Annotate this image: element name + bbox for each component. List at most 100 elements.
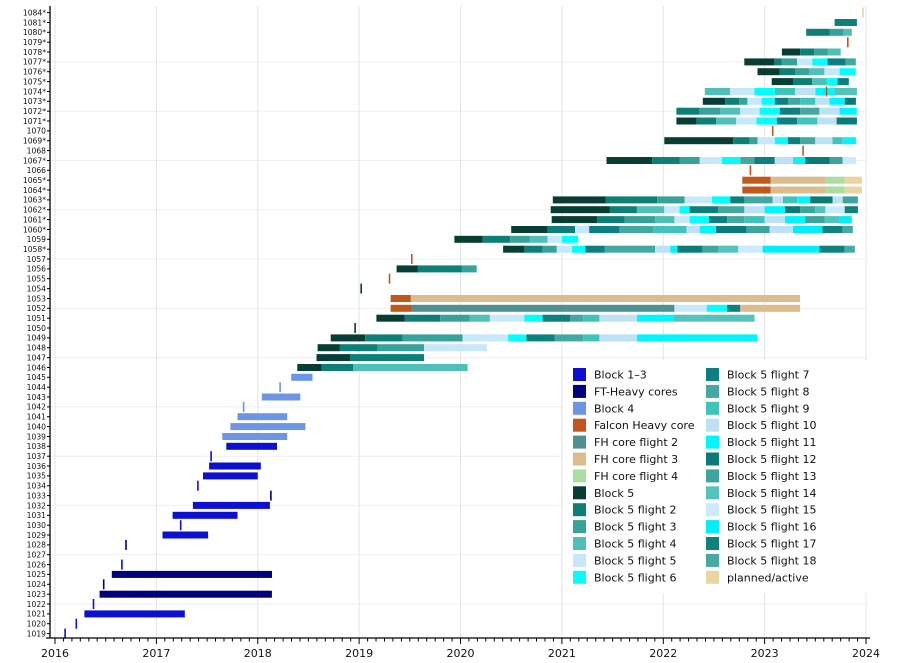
booster-label: 1027 [27, 551, 46, 560]
legend-label: Block 5 flight 11 [727, 436, 817, 449]
flight-segment [670, 245, 678, 253]
flight-segment [842, 137, 856, 145]
flight-segment [111, 570, 272, 578]
flight-segment [226, 442, 277, 450]
flight-segment [757, 137, 775, 145]
flight-segment [365, 334, 403, 342]
legend-label: Block 5 flight 12 [727, 453, 817, 466]
legend-label: FH core flight 2 [594, 436, 678, 449]
x-axis-year-label: 2022 [649, 647, 677, 660]
flight-segment [836, 117, 857, 125]
flight-segment [390, 304, 412, 312]
booster-label: 1067* [23, 156, 46, 165]
legend-swatch [706, 537, 719, 550]
legend-label: Block 5 flight 14 [727, 487, 817, 500]
booster-label: 1080* [23, 28, 46, 37]
flight-segment [824, 216, 840, 224]
flight-segment [353, 364, 468, 371]
flight-segment [837, 78, 849, 86]
legend-swatch [706, 401, 719, 415]
flight-segment [787, 97, 801, 105]
booster-label: 1043 [27, 393, 46, 402]
flight-segment [317, 344, 340, 352]
flight-segment [754, 88, 775, 95]
flight-segment [722, 157, 741, 164]
booster-label: 1022 [27, 600, 46, 609]
booster-rows: 1084*1081*1080*1079*1078*1077*1076*1075*… [23, 7, 864, 639]
booster-label: 1025 [27, 570, 46, 579]
flight-segment [759, 107, 780, 115]
legend-label: Block 5 flight 6 [594, 571, 677, 584]
booster-label: 1028 [27, 541, 46, 550]
booster-label: 1073* [23, 97, 46, 106]
legend-item: Block 5 flight 18 [706, 553, 817, 567]
legend-item: FT-Heavy cores [573, 384, 678, 398]
flight-segment [684, 196, 712, 204]
booster-label: 1035 [27, 472, 46, 481]
legend-item: Block 5 flight 6 [573, 570, 677, 584]
flight-segment [609, 206, 637, 214]
flight-segment [779, 107, 801, 115]
flight-segment [829, 97, 845, 105]
flight-segment [793, 78, 813, 86]
booster-label: 1046 [27, 363, 46, 372]
legend-item: FH core flight 2 [573, 435, 678, 449]
flight-segment [636, 334, 758, 342]
flight-segment [583, 334, 600, 342]
flight-segment [655, 216, 675, 224]
legend-swatch [706, 503, 719, 517]
flight-segment [845, 58, 856, 66]
legend-item: Block 5 flight 17 [706, 537, 817, 551]
legend-label: FH core flight 4 [594, 470, 678, 483]
booster-label: 1060* [23, 225, 46, 234]
flight-segment [636, 314, 674, 322]
legend-item: Block 1–3 [573, 368, 647, 382]
legend-label: Block 5 flight 7 [727, 369, 810, 382]
booster-label: 1059 [27, 235, 46, 244]
flight-segment [761, 97, 775, 105]
legend-item: FH core flight 4 [573, 469, 678, 483]
legend-label: Block 5 flight 17 [727, 538, 817, 551]
legend-swatch [573, 401, 586, 415]
flight-segment [844, 186, 862, 194]
flight-segment [747, 97, 762, 105]
flight-segment [832, 137, 843, 145]
booster-label: 1054 [27, 284, 46, 293]
flight-segment [829, 157, 843, 164]
flight-segment [744, 216, 765, 224]
booster-row-1051: 1051 [27, 314, 755, 323]
legend-swatch [573, 503, 586, 517]
flight-segment [725, 97, 740, 105]
flight-segment [756, 117, 777, 125]
flight-segment [677, 245, 703, 253]
flight-segment [834, 88, 857, 95]
flight-segment [832, 196, 843, 204]
booster-row-1067: 1067* [23, 156, 856, 165]
booster-label: 1036 [27, 462, 46, 471]
legend-label: Block 5 flight 15 [727, 504, 817, 517]
flight-segment [844, 206, 858, 214]
flight-segment [99, 590, 272, 598]
legend-item: Block 5 flight 16 [706, 520, 817, 534]
legend-item: Block 5 flight 15 [706, 503, 817, 517]
booster-row-1077: 1077* [23, 58, 856, 67]
flight-segment [844, 245, 855, 253]
flight-segment [454, 235, 483, 243]
legend-label: Block 5 flight 18 [727, 554, 817, 567]
launch-tick [388, 273, 391, 284]
launch-tick [197, 480, 199, 491]
legend-swatch [573, 384, 586, 398]
legend-swatch [573, 570, 586, 584]
flight-segment [727, 304, 741, 312]
flight-segment [795, 88, 816, 95]
flight-segment [829, 28, 844, 36]
flight-segment [740, 107, 760, 115]
flight-segment [770, 176, 826, 184]
booster-label: 1024 [27, 580, 46, 589]
flight-segment [784, 206, 801, 214]
flight-segment [261, 393, 301, 401]
flight-segment [203, 472, 258, 480]
flight-segment [605, 196, 658, 204]
flight-segment [554, 334, 584, 342]
x-axis-year-label: 2020 [447, 647, 475, 660]
